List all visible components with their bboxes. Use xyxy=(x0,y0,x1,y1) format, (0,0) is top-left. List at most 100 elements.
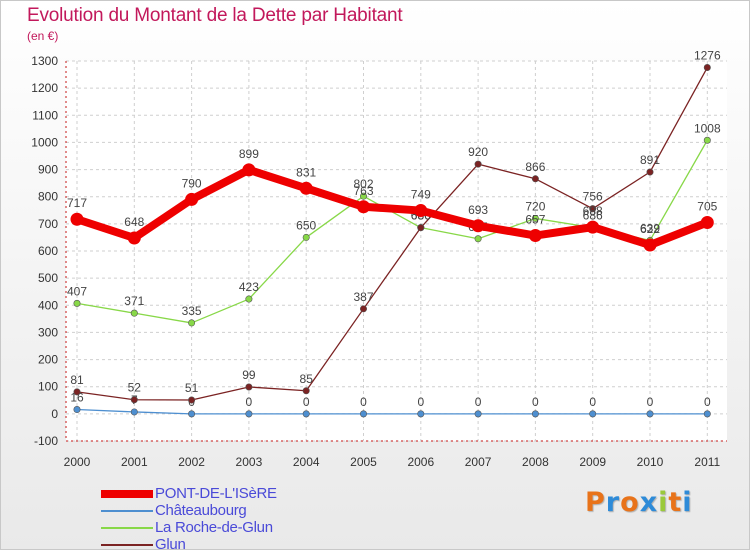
series-line xyxy=(76,408,708,415)
data-point xyxy=(700,216,714,229)
unit-label: (en €) xyxy=(27,29,59,43)
data-label: 720 xyxy=(525,199,545,213)
data-point xyxy=(474,235,482,243)
logo-letter: t xyxy=(668,487,683,518)
data-point xyxy=(359,305,367,313)
legend-label-pont-de-l-isere: PONT-DE-L'ISèRE xyxy=(155,485,277,502)
data-label: 831 xyxy=(296,165,316,179)
data-label: 802 xyxy=(353,177,373,191)
y-tick-label: 0 xyxy=(51,407,58,421)
x-tick-label: 2002 xyxy=(178,455,205,469)
x-tick-label: 2011 xyxy=(694,455,720,469)
data-label: 648 xyxy=(124,215,144,229)
legend-swatch-pont-de-l-isere xyxy=(101,490,153,498)
chart-title: Evolution du Montant de la Dette par Hab… xyxy=(27,5,403,26)
data-point xyxy=(414,204,428,218)
x-tick-label: 2005 xyxy=(350,455,377,469)
legend-swatch-glun xyxy=(101,544,153,546)
logo-letter: P xyxy=(585,487,606,518)
data-label: 51 xyxy=(185,381,199,395)
data-point xyxy=(188,396,196,404)
data-point xyxy=(417,410,425,418)
x-tick-label: 2008 xyxy=(522,455,549,469)
data-point xyxy=(474,160,482,168)
y-tick-label: 1300 xyxy=(31,54,58,68)
data-label: 686 xyxy=(583,209,603,223)
series-line xyxy=(73,165,712,250)
data-point xyxy=(586,220,600,234)
data-label: 0 xyxy=(360,395,367,409)
data-label: 52 xyxy=(128,381,142,395)
x-tick-label: 2000 xyxy=(64,455,91,469)
data-label: 81 xyxy=(70,373,84,387)
data-point xyxy=(531,214,539,222)
data-point xyxy=(646,410,654,418)
data-label: 0 xyxy=(647,395,654,409)
data-label: 85 xyxy=(300,372,314,386)
series-line xyxy=(76,66,708,401)
data-label: 763 xyxy=(353,184,373,198)
y-tick-label: 100 xyxy=(38,380,58,394)
y-tick-label: -100 xyxy=(34,434,58,448)
data-label: 335 xyxy=(182,304,202,318)
data-label: 790 xyxy=(182,176,202,190)
data-label: 1276 xyxy=(694,49,721,63)
y-tick-label: 700 xyxy=(38,217,58,231)
data-point xyxy=(245,295,253,303)
y-tick-label: 200 xyxy=(38,353,58,367)
y-tick-label: 1100 xyxy=(32,108,58,122)
data-point xyxy=(528,229,542,243)
data-label: 639 xyxy=(640,221,660,235)
data-point xyxy=(589,410,597,418)
data-label: 920 xyxy=(468,145,488,159)
x-tick-label: 2004 xyxy=(293,455,320,469)
data-point xyxy=(643,238,657,252)
data-point xyxy=(471,219,485,233)
data-label: 622 xyxy=(640,222,660,236)
proxiti-logo: Proxiti xyxy=(585,487,693,518)
data-point xyxy=(73,299,81,307)
data-point xyxy=(130,408,138,416)
data-point xyxy=(531,175,539,183)
series-pont-de-l-is-re: 717 648 790 899 831 763 749 693 657 688 622 705 xyxy=(67,147,718,252)
data-label: 1008 xyxy=(694,121,721,135)
data-point xyxy=(703,64,711,72)
data-label: 688 xyxy=(583,204,603,218)
data-point xyxy=(703,410,711,418)
x-tick-label: 2001 xyxy=(121,455,148,469)
y-tick-label: 800 xyxy=(38,190,58,204)
y-tick-label: 500 xyxy=(38,271,58,285)
data-point xyxy=(70,212,84,226)
data-label: 387 xyxy=(353,290,373,304)
y-tick-label: 300 xyxy=(38,325,58,339)
data-label: 705 xyxy=(697,200,717,214)
data-point xyxy=(73,388,81,396)
data-point xyxy=(302,387,310,395)
data-point xyxy=(703,136,711,144)
data-point xyxy=(299,181,313,195)
data-point xyxy=(359,192,367,200)
data-point xyxy=(245,383,253,391)
data-label: 0 xyxy=(303,395,310,409)
data-point xyxy=(185,192,199,206)
legend-swatch-chateaubourg xyxy=(101,510,153,512)
data-label: 16 xyxy=(70,391,84,405)
data-label: 0 xyxy=(475,395,482,409)
legend-label-la-roche-de-glun: La Roche-de-Glun xyxy=(155,519,273,536)
data-point xyxy=(531,410,539,418)
y-tick-label: 1000 xyxy=(31,135,58,149)
logo-letter: x xyxy=(639,487,659,518)
logo-letter: i xyxy=(658,487,669,518)
data-label: 371 xyxy=(124,294,144,308)
data-point xyxy=(127,231,141,245)
legend-label-chateaubourg: Châteaubourg xyxy=(155,502,247,519)
data-label: 866 xyxy=(525,160,545,174)
data-point xyxy=(73,406,81,414)
x-tick-label: 2010 xyxy=(637,455,664,469)
data-point xyxy=(359,410,367,418)
data-label: 657 xyxy=(525,213,545,227)
logo-letter: i xyxy=(682,487,693,518)
data-label: 0 xyxy=(417,395,424,409)
data-label: 756 xyxy=(583,190,603,204)
